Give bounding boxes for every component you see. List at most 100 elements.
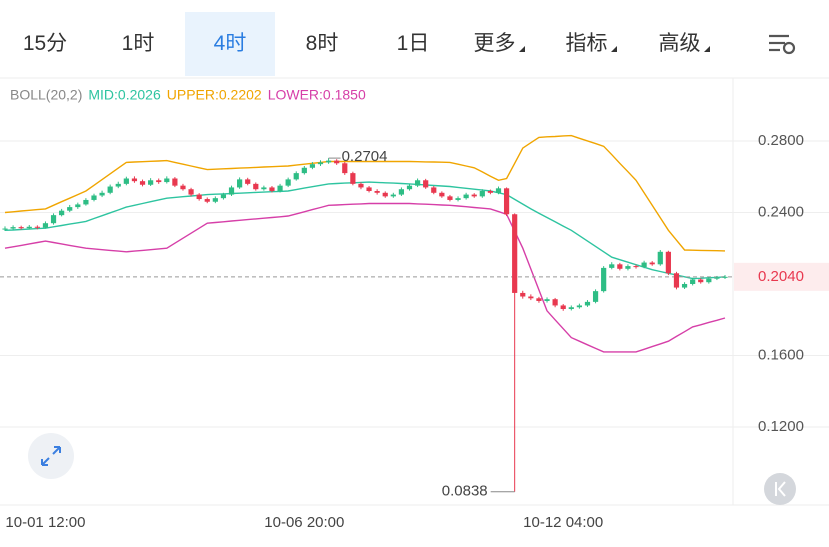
- candle-body: [59, 210, 65, 216]
- dropdown-arrow: [518, 46, 525, 52]
- candle-body: [649, 262, 655, 265]
- y-tick-label: 0.1600: [758, 346, 804, 363]
- indicator-label: BOLL(20,2): [10, 87, 82, 103]
- candle-body: [423, 180, 429, 188]
- candle-body: [358, 183, 364, 188]
- tab-label: 1日: [396, 32, 430, 55]
- candle-body: [382, 192, 388, 197]
- candle-body: [681, 283, 688, 288]
- candle-body: [512, 214, 518, 293]
- tab[interactable]: 更多: [455, 12, 545, 76]
- candle-body: [609, 264, 615, 268]
- candle-body: [414, 180, 421, 186]
- candle-body: [722, 276, 728, 278]
- candle-body: [10, 227, 16, 229]
- candle-body: [164, 178, 170, 183]
- tab[interactable]: 1时: [93, 12, 183, 76]
- candle-body: [366, 187, 372, 192]
- tab[interactable]: 1日: [368, 12, 458, 76]
- tab-label: 更多: [473, 32, 516, 55]
- x-tick-label: 10-01 12:00: [5, 514, 85, 531]
- candle-body: [390, 194, 396, 197]
- last-price-label: 0.2040: [758, 268, 804, 285]
- candle-body: [528, 296, 534, 299]
- candle-body: [552, 299, 558, 306]
- candle-body: [698, 279, 704, 283]
- candle-body: [156, 180, 162, 183]
- candle-body: [641, 262, 647, 268]
- candle-body: [617, 264, 623, 269]
- expand-button[interactable]: [28, 433, 74, 479]
- candle-body: [342, 163, 348, 174]
- candle-body: [309, 164, 316, 168]
- candle-body: [228, 187, 235, 195]
- candle-body: [148, 180, 154, 185]
- y-tick-label: 0.2800: [758, 132, 804, 149]
- legend-entry: UPPER:0.2202: [167, 87, 262, 103]
- candle-body: [204, 199, 210, 202]
- candle-body: [26, 226, 32, 229]
- tab-bar: 15分 1时 4时 8时 1日 更多 指标 高级: [0, 0, 829, 76]
- candle-body: [34, 226, 40, 228]
- tab[interactable]: 高级: [640, 12, 730, 76]
- legend-entry: LOWER:0.1850: [268, 87, 366, 103]
- candle-body: [107, 186, 113, 193]
- tab-label: 高级: [658, 32, 701, 55]
- legend-entry: MID:0.2026: [88, 87, 161, 103]
- candle-body: [269, 187, 275, 192]
- candle-body: [374, 191, 380, 193]
- tab[interactable]: 8时: [277, 12, 367, 76]
- candle-body: [285, 179, 291, 186]
- candle-body: [633, 266, 639, 268]
- last-price-badge: [734, 262, 829, 291]
- candle-body: [212, 198, 218, 202]
- candle-body: [50, 215, 57, 224]
- candle-body: [261, 187, 267, 190]
- candle-body: [317, 162, 324, 165]
- candle-body: [293, 173, 299, 180]
- candle-body: [2, 228, 8, 230]
- tab[interactable]: 指标: [547, 12, 637, 76]
- candle-body: [326, 160, 332, 163]
- candle-body: [196, 194, 202, 200]
- band-line: [4, 202, 726, 353]
- tab[interactable]: 15分: [0, 12, 90, 76]
- candle-body: [447, 196, 453, 200]
- candle-body: [625, 266, 631, 269]
- scroll-latest-button[interactable]: [764, 473, 796, 505]
- candle-body: [180, 185, 186, 190]
- tab-label: 15分: [22, 32, 68, 55]
- tab-label: 1时: [121, 32, 155, 55]
- candle-body: [690, 279, 696, 284]
- candle-body: [439, 192, 445, 197]
- candle-body: [350, 173, 356, 184]
- candle-body: [657, 251, 663, 265]
- candle-body: [91, 195, 97, 200]
- candle-body: [83, 199, 89, 205]
- candle-body: [503, 188, 510, 215]
- candle-body: [42, 223, 49, 228]
- candle-body: [576, 305, 582, 308]
- candle-body: [67, 207, 73, 211]
- x-tick-label: 10-12 04:00: [523, 514, 603, 531]
- tab-label: 4时: [213, 32, 247, 55]
- candle-body: [592, 291, 599, 302]
- candle-body: [398, 189, 405, 195]
- tab[interactable]: 4时: [185, 12, 275, 76]
- candle-body: [188, 189, 194, 195]
- min-label: 0.0838: [442, 483, 488, 500]
- candle-body: [18, 227, 24, 229]
- candle-body: [75, 204, 81, 208]
- candle-body: [245, 179, 251, 184]
- candle-body: [334, 160, 340, 164]
- candle-body: [253, 183, 259, 190]
- candle-body: [706, 278, 712, 283]
- candle-body: [220, 194, 227, 199]
- max-label: 0.2704: [342, 148, 388, 165]
- tab-label: 8时: [305, 32, 339, 55]
- y-tick-label: 0.2400: [758, 203, 804, 220]
- settings-icon[interactable]: [769, 34, 796, 55]
- candle-body: [584, 301, 591, 306]
- dropdown-arrow: [703, 46, 710, 52]
